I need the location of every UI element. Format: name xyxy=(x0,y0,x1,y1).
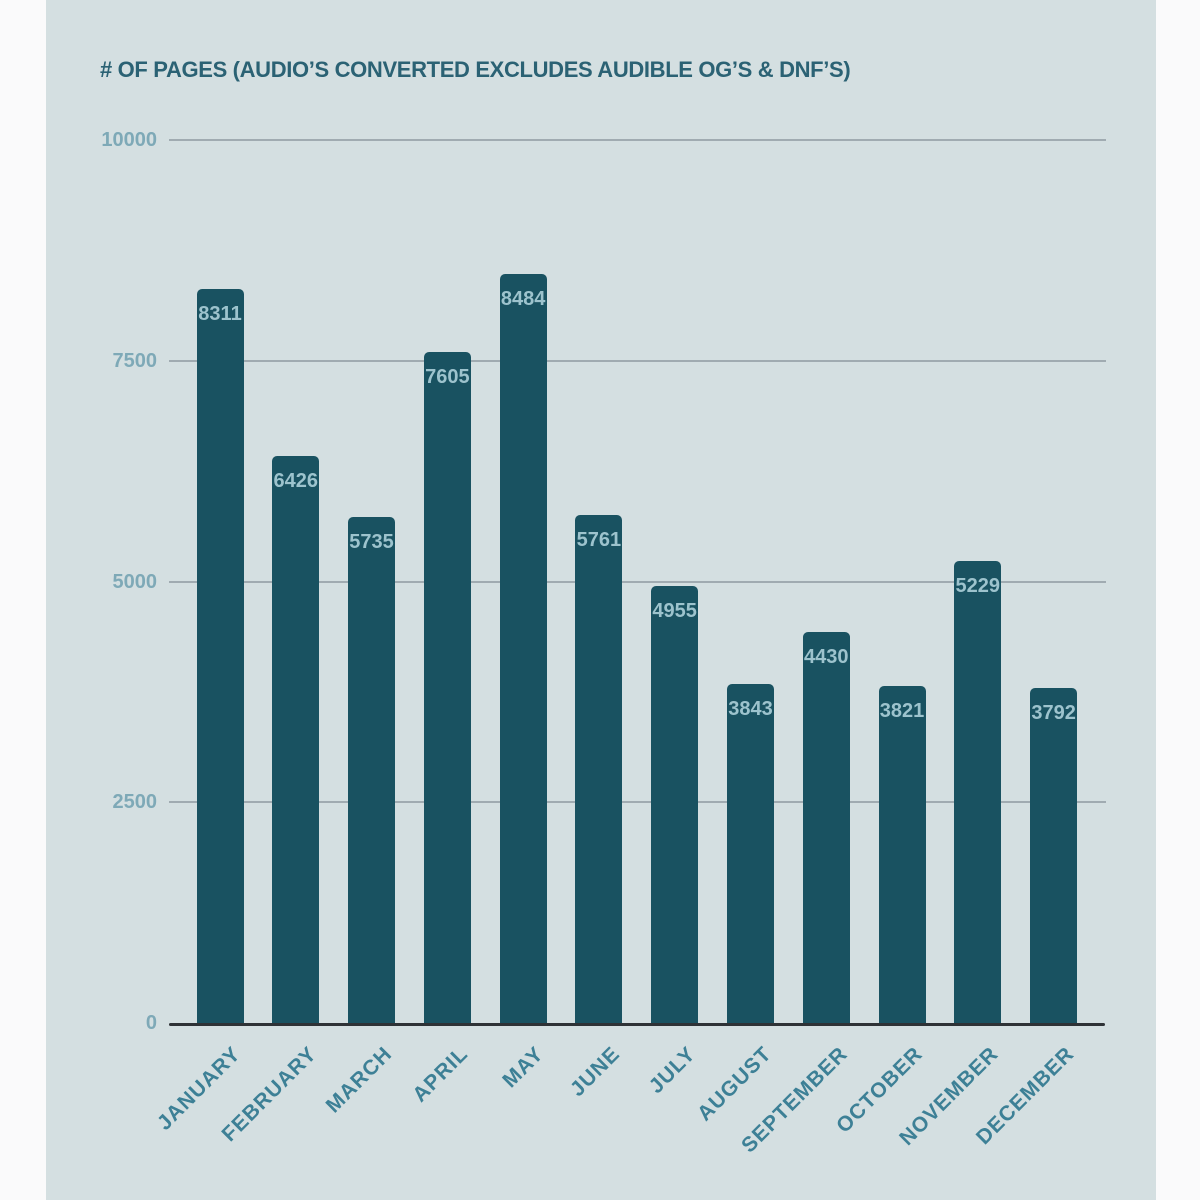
gridline-2500 xyxy=(169,801,1106,804)
bar-value-label: 3821 xyxy=(879,699,925,722)
bar-value-label: 3792 xyxy=(1031,702,1076,725)
bar-value-label: 5735 xyxy=(349,530,394,553)
y-axis-tick-label: 5000 xyxy=(112,570,158,593)
y-axis-tick-label: 2500 xyxy=(112,791,158,814)
bar-value-label: 7605 xyxy=(425,365,470,388)
bar-january[interactable] xyxy=(196,289,244,1023)
y-axis-tick-label: 7500 xyxy=(112,350,158,373)
bar-september[interactable] xyxy=(802,632,850,1023)
x-axis-tick-label: MARCH xyxy=(322,1041,398,1117)
bar-november[interactable] xyxy=(954,561,1002,1023)
gridline-5000 xyxy=(169,580,1106,583)
gridline-7500 xyxy=(169,360,1106,363)
bar-april[interactable] xyxy=(423,351,471,1023)
y-axis-tick-label: 10000 xyxy=(101,129,157,152)
bar-october[interactable] xyxy=(878,685,926,1023)
bar-december[interactable] xyxy=(1030,688,1078,1023)
chart-title: # OF PAGES (AUDIO’S CONVERTED EXCLUDES A… xyxy=(100,57,851,82)
plot-area: 0 2500 5000 7500 10000 8311 JANUARY 6426 FEBRUAR… xyxy=(46,0,1156,1200)
bar-value-label: 4955 xyxy=(652,599,697,622)
bar-may[interactable] xyxy=(499,274,547,1023)
bar-value-label: 8311 xyxy=(198,303,242,326)
bar-value-label: 8484 xyxy=(500,288,546,311)
bar-value-label: 6426 xyxy=(273,469,319,492)
x-axis-line xyxy=(169,1023,1105,1026)
chart-panel: # OF PAGES (AUDIO’S CONVERTED EXCLUDES A… xyxy=(46,0,1156,1200)
y-axis-tick-label: 0 xyxy=(145,1012,157,1034)
bar-july[interactable] xyxy=(651,585,699,1023)
gridline-10000 xyxy=(169,139,1106,142)
bar-value-label: 4430 xyxy=(803,646,849,668)
bar-value-label: 3843 xyxy=(728,697,773,720)
bar-june[interactable] xyxy=(575,514,623,1023)
bar-value-label: 5761 xyxy=(576,528,622,551)
bar-february[interactable] xyxy=(272,455,320,1023)
x-axis-tick-label: JUNE xyxy=(565,1041,625,1101)
x-axis-tick-label: APRIL xyxy=(408,1041,473,1107)
bar-value-label: 5229 xyxy=(955,575,1001,598)
bar-august[interactable] xyxy=(726,683,774,1023)
x-axis-tick-label: AUGUST xyxy=(692,1041,777,1125)
bar-march[interactable] xyxy=(348,516,396,1023)
x-axis-tick-label: MAY xyxy=(498,1041,549,1092)
x-axis-tick-label: JULY xyxy=(644,1041,701,1098)
